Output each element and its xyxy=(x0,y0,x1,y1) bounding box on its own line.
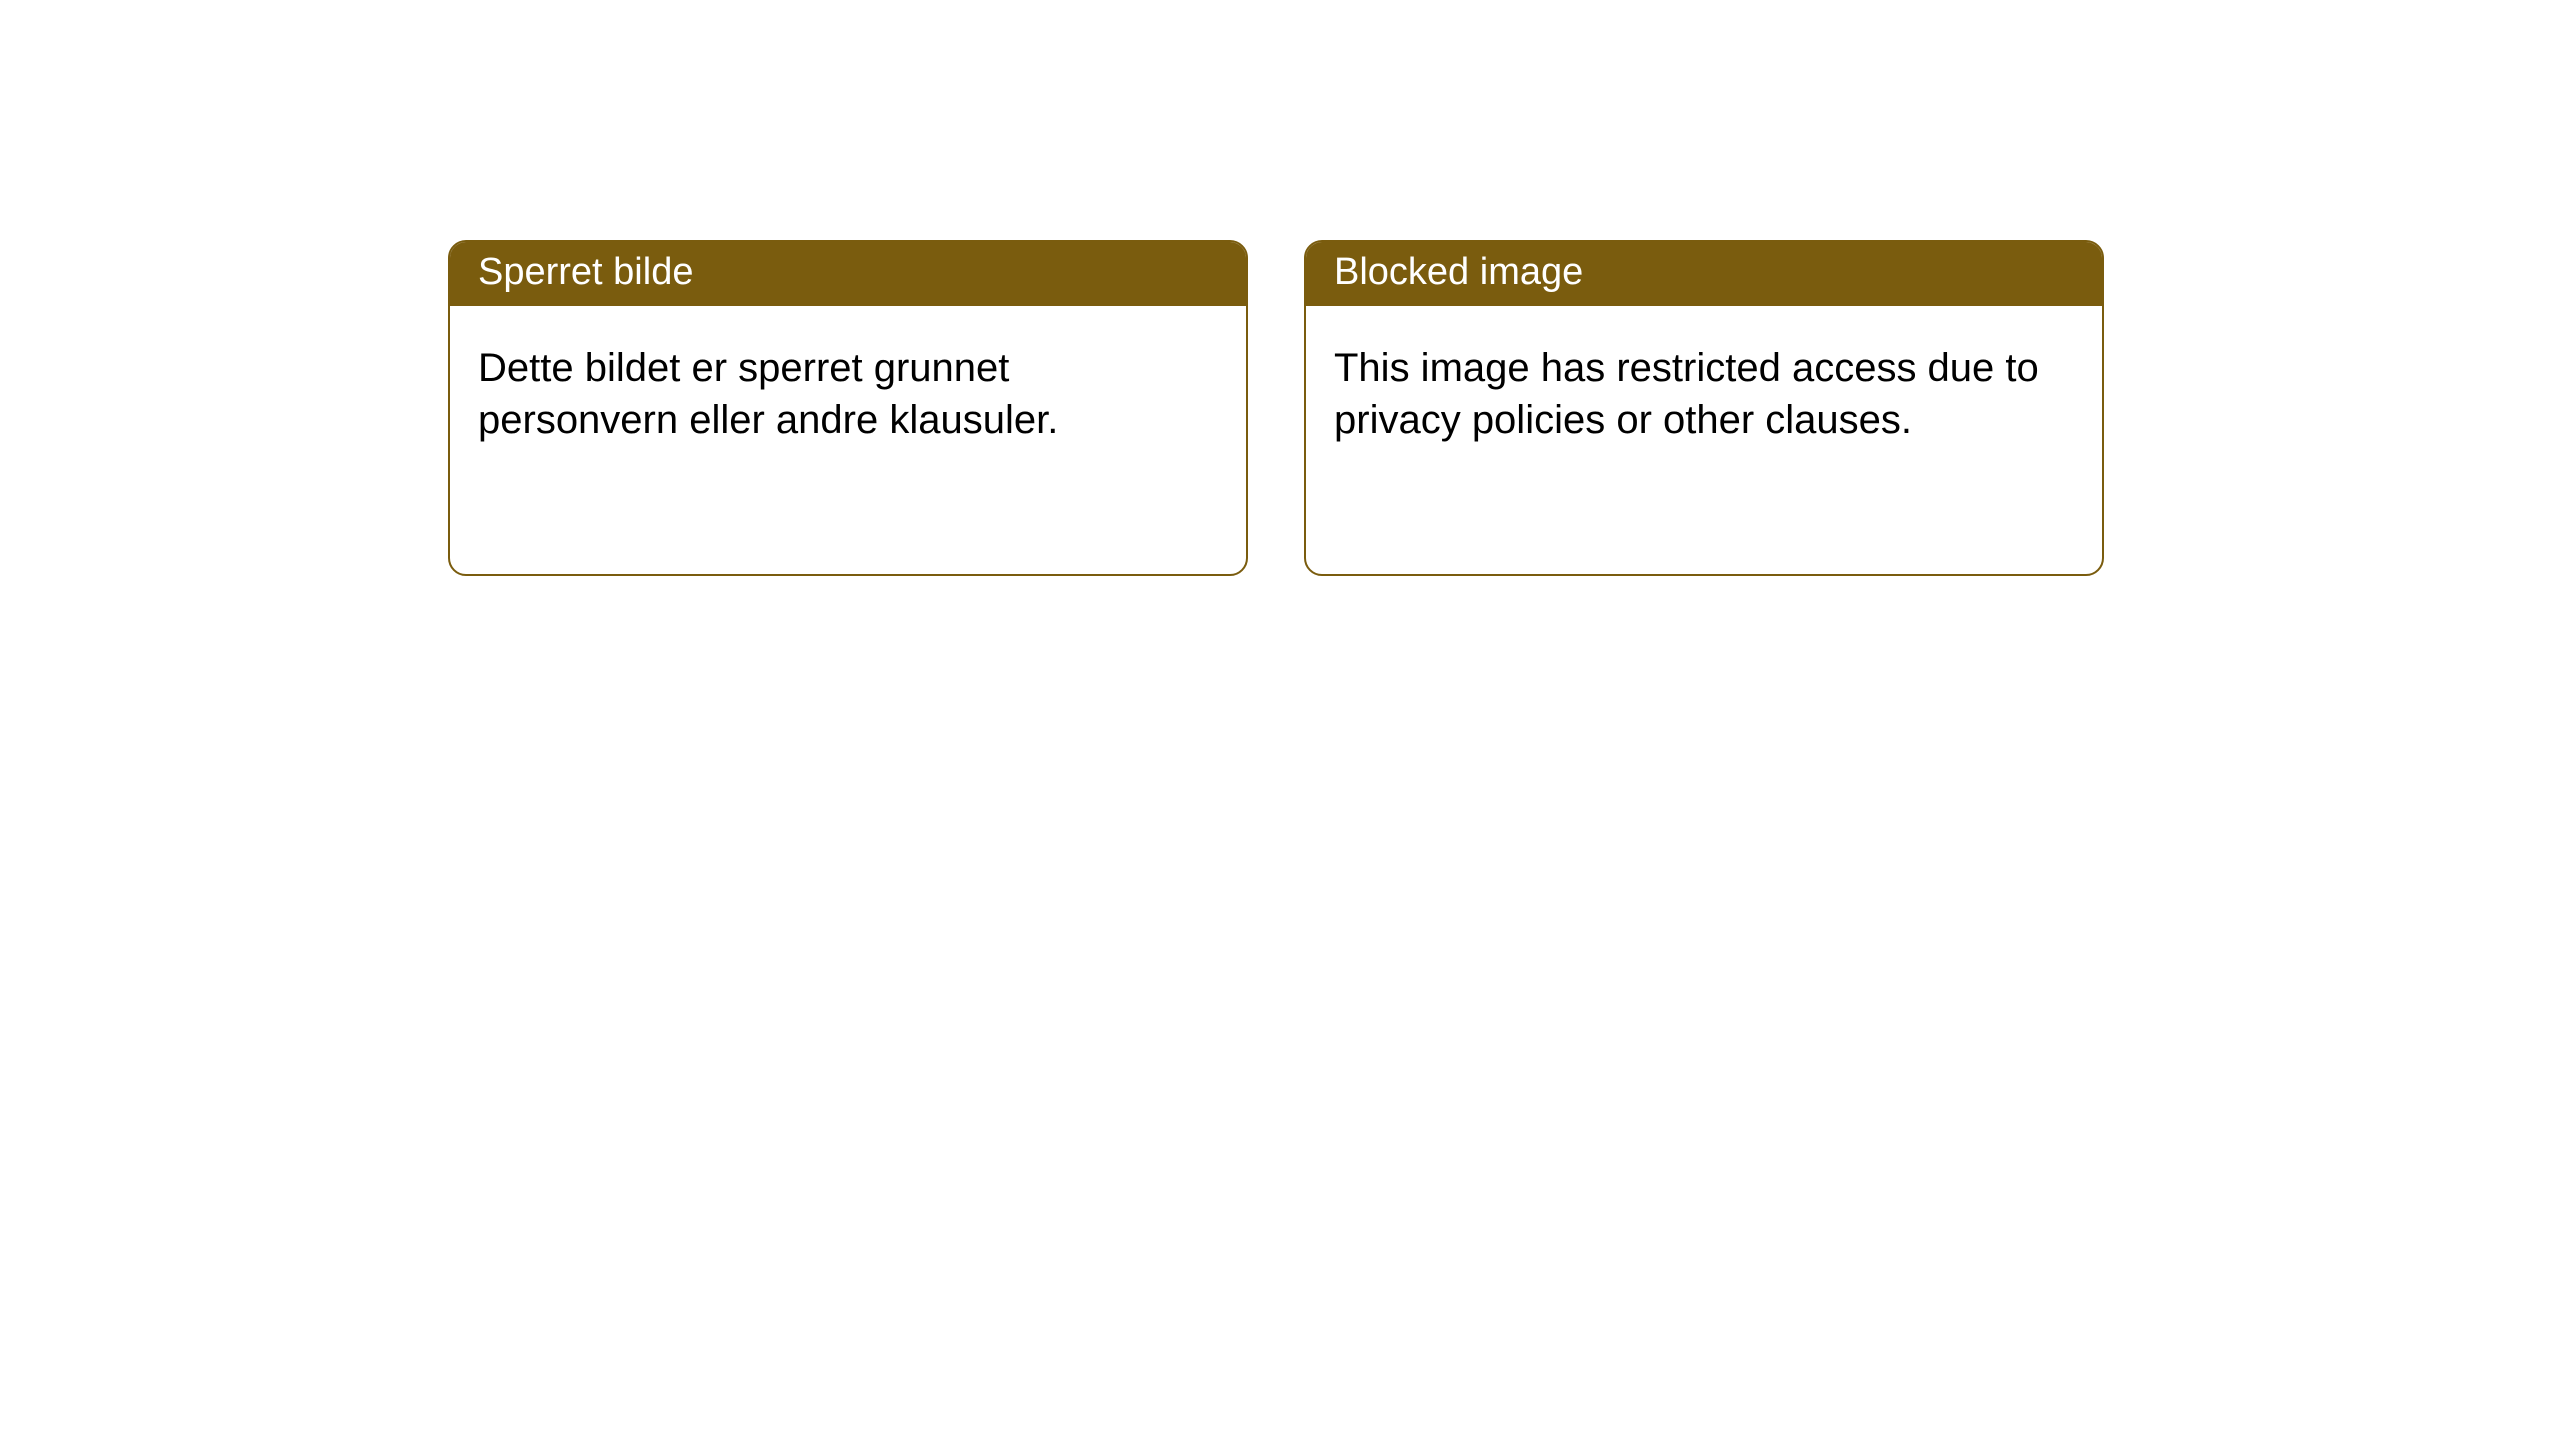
card-header-no: Sperret bilde xyxy=(450,242,1246,306)
notice-container: Sperret bilde Dette bildet er sperret gr… xyxy=(0,0,2560,576)
card-title-en: Blocked image xyxy=(1334,251,1583,293)
card-message-en: This image has restricted access due to … xyxy=(1334,346,2039,442)
blocked-image-card-no: Sperret bilde Dette bildet er sperret gr… xyxy=(448,240,1248,576)
blocked-image-card-en: Blocked image This image has restricted … xyxy=(1304,240,2104,576)
card-body-no: Dette bildet er sperret grunnet personve… xyxy=(450,306,1246,474)
card-body-en: This image has restricted access due to … xyxy=(1306,306,2102,474)
card-message-no: Dette bildet er sperret grunnet personve… xyxy=(478,346,1058,442)
card-title-no: Sperret bilde xyxy=(478,251,693,293)
card-header-en: Blocked image xyxy=(1306,242,2102,306)
